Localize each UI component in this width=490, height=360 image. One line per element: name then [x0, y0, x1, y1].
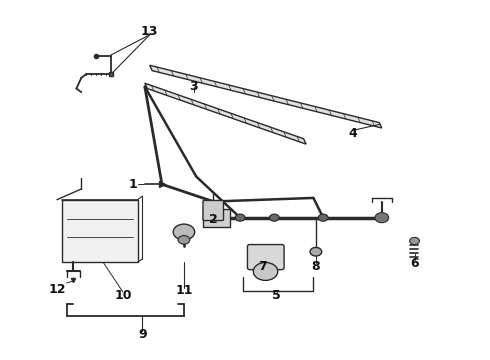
Circle shape	[375, 213, 389, 223]
Text: 13: 13	[141, 25, 158, 38]
FancyBboxPatch shape	[62, 200, 138, 262]
Polygon shape	[150, 65, 382, 128]
Circle shape	[310, 247, 322, 256]
Text: 11: 11	[175, 284, 193, 297]
Circle shape	[178, 235, 190, 244]
Text: 1: 1	[128, 178, 137, 191]
Polygon shape	[145, 83, 306, 144]
Text: 10: 10	[114, 289, 132, 302]
Text: 7: 7	[258, 260, 267, 273]
Text: 12: 12	[48, 283, 66, 296]
Text: 8: 8	[312, 260, 320, 273]
Text: 4: 4	[348, 127, 357, 140]
FancyBboxPatch shape	[203, 201, 223, 221]
Circle shape	[270, 214, 279, 221]
FancyBboxPatch shape	[203, 209, 230, 226]
Text: 3: 3	[189, 80, 198, 93]
FancyBboxPatch shape	[247, 244, 284, 270]
Circle shape	[410, 237, 419, 244]
Circle shape	[253, 262, 278, 280]
Text: 9: 9	[138, 328, 147, 341]
Circle shape	[318, 214, 328, 221]
Text: 2: 2	[209, 213, 218, 226]
Text: 5: 5	[272, 289, 281, 302]
Circle shape	[235, 214, 245, 221]
Text: 6: 6	[410, 257, 419, 270]
Circle shape	[173, 224, 195, 240]
